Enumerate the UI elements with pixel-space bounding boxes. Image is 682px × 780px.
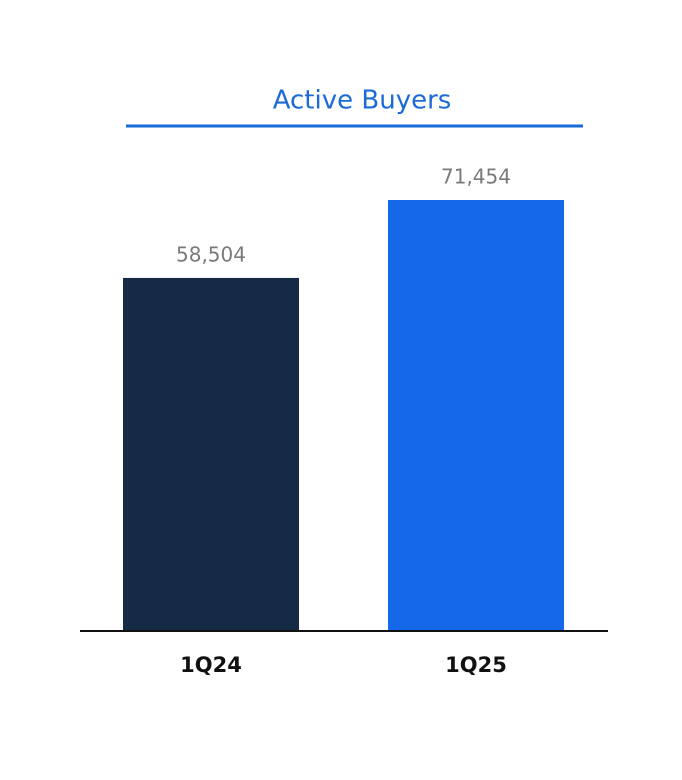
bar (123, 277, 299, 630)
x-tick-label: 1Q25 (445, 653, 507, 677)
value-label: 71,454 (441, 165, 511, 189)
chart-title: Active Buyers (273, 86, 452, 116)
x-tick-label: 1Q24 (180, 653, 242, 677)
bar (388, 200, 564, 630)
value-label: 58,504 (176, 242, 246, 266)
